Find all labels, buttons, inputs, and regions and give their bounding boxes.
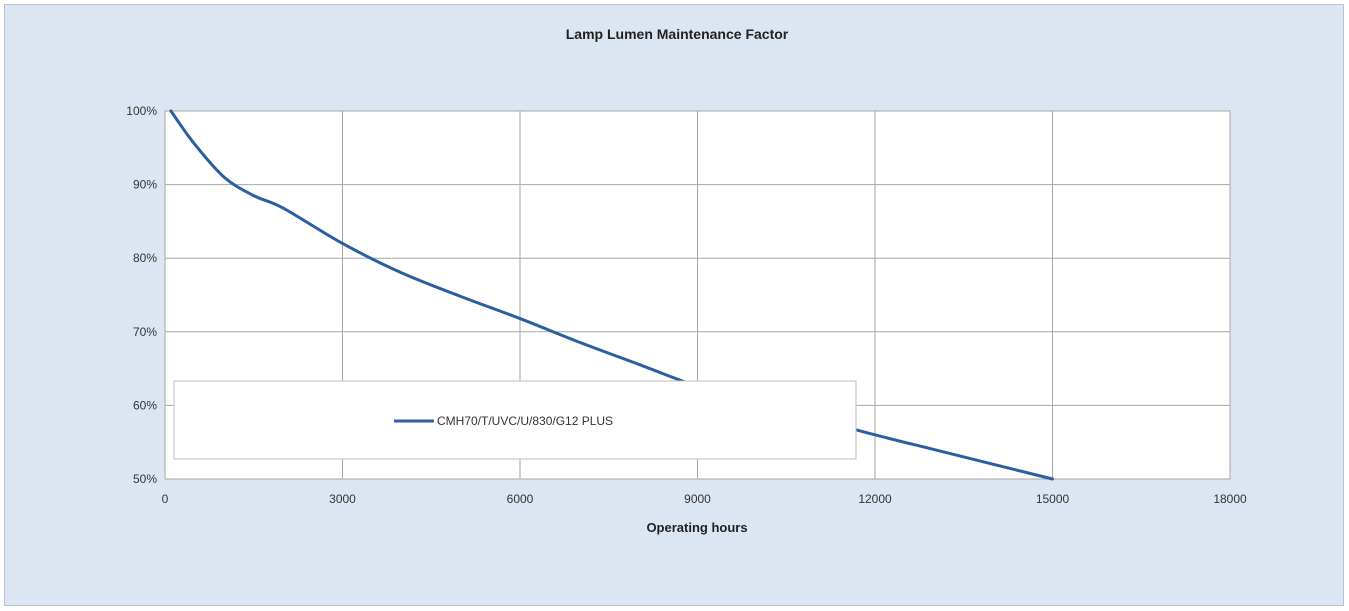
- x-tick-label: 18000: [1213, 492, 1247, 506]
- chart-title: Lamp Lumen Maintenance Factor: [566, 26, 789, 42]
- legend-box: [173, 380, 857, 460]
- series-line: [169, 109, 1054, 481]
- y-tick-label: 60%: [133, 398, 157, 412]
- y-tick-label: 50%: [133, 472, 157, 486]
- x-tick-label: 12000: [858, 492, 892, 506]
- tick-labels: 0 3000 6000 9000 12000 15000 18000 50% 60% 70% 80%…: [126, 104, 1247, 506]
- legend: CMH70/T/UVC/U/830/G12 PLUS: [173, 380, 857, 460]
- chart-frame: Lamp Lumen Maintenance Factor 0 3000 6000 9…: [4, 4, 1344, 606]
- x-axis-title: Operating hours: [646, 520, 747, 535]
- y-tick-label: 90%: [133, 178, 157, 192]
- x-tick-label: 9000: [684, 492, 711, 506]
- y-tick-label: 80%: [133, 251, 157, 265]
- series-layer: [169, 109, 1054, 481]
- x-tick-label: 0: [162, 492, 169, 506]
- x-tick-label: 3000: [329, 492, 356, 506]
- line-chart: Lamp Lumen Maintenance Factor 0 3000 6000 9…: [126, 26, 1247, 535]
- x-tick-label: 15000: [1036, 492, 1070, 506]
- x-tick-label: 6000: [507, 492, 534, 506]
- legend-label: CMH70/T/UVC/U/830/G12 PLUS: [437, 414, 613, 428]
- y-tick-label: 100%: [126, 104, 157, 118]
- y-tick-label: 70%: [133, 325, 157, 339]
